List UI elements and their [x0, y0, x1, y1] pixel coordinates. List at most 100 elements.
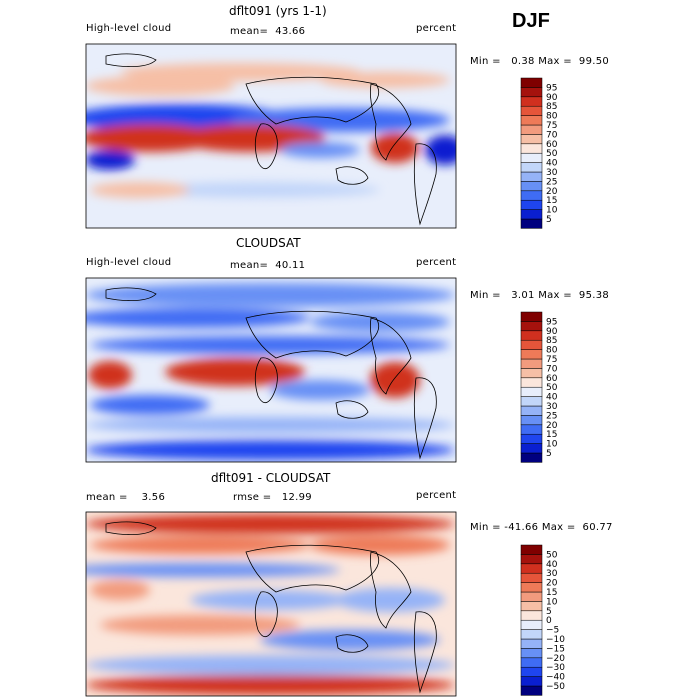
colorbar-swatch	[520, 87, 543, 98]
colorbar-tick-label: 20	[546, 579, 558, 589]
panel3-mean-value: 3.56	[141, 492, 166, 503]
panel1-coastline	[245, 76, 379, 125]
panel3-mean: mean = 3.56	[86, 492, 165, 503]
panel1-field-region	[120, 63, 360, 81]
panel1-mean-label: mean=	[230, 26, 269, 37]
colorbar-tick-label: 60	[546, 140, 558, 150]
colorbar-tick-label: 0	[546, 616, 552, 626]
colorbar-swatch	[520, 591, 543, 602]
colorbar-swatch	[520, 629, 543, 640]
colorbar-swatch	[520, 152, 543, 163]
panel1-map	[86, 44, 456, 228]
colorbar-tick-label: 30	[546, 402, 558, 412]
colorbar-tick-label: 30	[546, 569, 558, 579]
panel2-coastline	[105, 287, 157, 302]
colorbar-swatch	[520, 582, 543, 593]
panel3-field-region	[335, 588, 445, 612]
colorbar-swatch	[520, 124, 543, 135]
panel1-mean-value: 43.66	[275, 26, 306, 37]
colorbar-tick-label: 85	[546, 336, 557, 346]
colorbar-swatch	[520, 415, 543, 426]
colorbar-tick-label: −30	[546, 663, 565, 673]
colorbar-swatch	[520, 676, 543, 687]
panel2-field-region	[86, 440, 455, 460]
colorbar-tick-label: 5	[546, 449, 552, 459]
panel1-coastline	[335, 166, 369, 185]
panel1-max-value: 99.50	[578, 56, 610, 67]
colorbar-tick-label: 50	[546, 383, 558, 393]
panel3-mean-label: mean =	[86, 492, 128, 503]
panel2-mean-value: 40.11	[275, 260, 306, 271]
colorbar-swatch	[520, 105, 543, 116]
colorbar-swatch	[520, 405, 543, 416]
colorbar-tick-label: −10	[546, 635, 565, 645]
panel3-coastline	[335, 634, 369, 653]
colorbar-swatch	[520, 162, 543, 173]
colorbar-swatch	[520, 386, 543, 397]
colorbar-tick-label: 90	[546, 93, 558, 103]
panel1-mean: mean= 43.66	[230, 26, 305, 37]
panel2-coastline	[245, 310, 379, 359]
colorbar-tick-label: −20	[546, 654, 565, 664]
panel3-field-region	[86, 514, 455, 534]
colorbar-tick-label: 25	[546, 177, 557, 187]
colorbar-tick-label: 80	[546, 112, 558, 122]
colorbar-tick-label: 75	[546, 355, 557, 365]
colorbar-tick-label: 75	[546, 121, 557, 131]
panel3-coastline	[413, 611, 437, 694]
panel2-field-region	[88, 361, 132, 389]
colorbar-swatch	[520, 657, 543, 668]
colorbar-tick-label: −50	[546, 682, 565, 692]
panel3-coastline	[254, 591, 278, 638]
panel2-field-region	[90, 336, 450, 354]
panel1-coastline	[254, 123, 278, 170]
panel2-field-region	[270, 380, 370, 400]
panel3-min-value: -41.66	[504, 522, 539, 533]
panel3-coastline	[105, 521, 157, 536]
panel1-min-label: Min =	[470, 56, 501, 67]
colorbar-swatch	[520, 563, 543, 574]
colorbar-tick-label: 20	[546, 187, 558, 197]
panel2-frame	[85, 277, 457, 463]
colorbar-swatch	[520, 190, 543, 201]
panel1-coastline	[105, 53, 157, 68]
panel2-mean-label: mean=	[230, 260, 269, 271]
colorbar-tick-label: −15	[546, 644, 565, 654]
panel2-min-value: 3.01	[511, 290, 535, 301]
panel3-rmse-label: rmse =	[233, 492, 272, 503]
panel2-map	[86, 278, 456, 462]
panel3-frame	[85, 511, 457, 697]
colorbar-tick-label: −5	[546, 626, 559, 636]
panel3-field-region	[86, 655, 455, 675]
panel3-field-region	[90, 536, 310, 554]
colorbar-tick-label: 40	[546, 560, 558, 570]
panel2-mean: mean= 40.11	[230, 260, 305, 271]
colorbar-tick-label: 80	[546, 346, 558, 356]
panel3-max-label: Max =	[541, 522, 576, 533]
panel1-field-region	[175, 124, 325, 152]
colorbar-swatch	[520, 209, 543, 220]
panel1-variable: High-level cloud	[86, 23, 172, 34]
colorbar-swatch	[520, 311, 543, 322]
colorbar-tick-label: 15	[546, 430, 557, 440]
colorbar-tick-label: 95	[546, 83, 557, 93]
colorbar-tick-label: 20	[546, 421, 558, 431]
panel3-field-region	[86, 563, 340, 577]
colorbar-swatch	[520, 143, 543, 154]
panel1-field-region	[86, 150, 135, 170]
colorbar-swatch	[520, 572, 543, 583]
panel2-field-region	[86, 283, 455, 307]
panel3-min-label: Min =	[470, 522, 501, 533]
panel1-field-region	[140, 182, 380, 198]
panel2-field-region	[370, 362, 420, 398]
colorbar-swatch	[520, 377, 543, 388]
panel1-title: dflt091 (yrs 1-1)	[229, 4, 327, 18]
panel2-max-label: Max =	[538, 290, 572, 301]
colorbar-swatch	[520, 77, 543, 88]
panel1-field-region	[425, 135, 456, 165]
colorbar-tick-label: 85	[546, 102, 557, 112]
season-label: DJF	[512, 10, 550, 32]
